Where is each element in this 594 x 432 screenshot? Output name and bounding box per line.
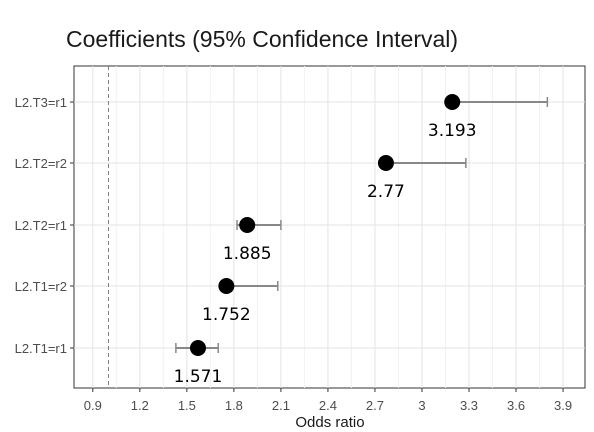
estimate-point	[377, 155, 394, 171]
x-tick-label: 3.6	[507, 398, 525, 413]
y-tick-label: L2.T1=r1	[15, 341, 67, 356]
y-tick-label: L2.T2=r2	[15, 156, 67, 171]
x-tick-label: 1.5	[178, 398, 196, 413]
x-axis-ticks: 0.9 1.2 1.5 1.8 2.1 2.4 2.7 3 3.3 3.6 3.9	[84, 388, 572, 413]
estimate-label: 2.77	[367, 182, 405, 202]
estimate-point	[189, 340, 206, 356]
x-tick-label: 1.2	[131, 398, 149, 413]
x-axis-title: Odds ratio	[295, 414, 364, 431]
y-tick-label: L2.T2=r1	[15, 218, 67, 233]
estimate-label: 1.885	[223, 244, 272, 264]
estimate-point	[239, 217, 256, 233]
chart-title: Coefficients (95% Confidence Interval)	[66, 26, 459, 52]
x-tick-label: 2.4	[319, 398, 337, 413]
y-tick-label: L2.T3=r1	[15, 95, 67, 110]
estimate-label: 1.752	[202, 305, 251, 325]
estimate-label: 3.193	[428, 121, 477, 141]
x-tick-label: 1.8	[225, 398, 243, 413]
plot-panel	[73, 65, 586, 389]
x-tick-label: 3.3	[460, 398, 478, 413]
x-tick-label: 3	[418, 398, 425, 413]
estimate-point	[218, 278, 235, 294]
y-tick-label: L2.T1=r2	[15, 279, 67, 294]
y-axis-ticks: L2.T3=r1 L2.T2=r2 L2.T2=r1 L2.T1=r2 L2.T1=r1	[15, 95, 74, 356]
x-tick-label: 2.7	[366, 398, 384, 413]
estimate-label: 1.571	[174, 367, 223, 387]
estimate-marks: 3.193 2.77 1.885 1.752 1.571	[174, 94, 549, 387]
x-tick-label: 0.9	[84, 398, 102, 413]
estimate-point	[444, 94, 461, 110]
x-tick-label: 3.9	[554, 398, 572, 413]
x-tick-label: 2.1	[272, 398, 290, 413]
